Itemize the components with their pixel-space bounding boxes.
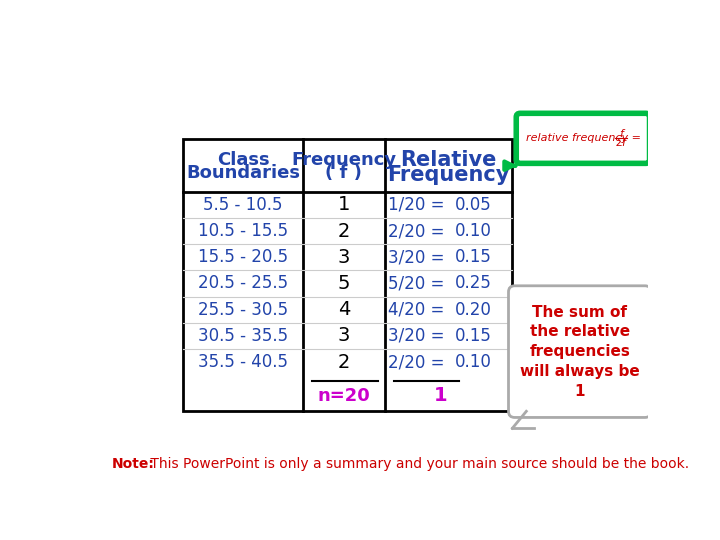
Text: 20.5 - 25.5: 20.5 - 25.5 bbox=[198, 274, 288, 293]
Text: n=20: n=20 bbox=[318, 387, 370, 405]
Text: 4: 4 bbox=[338, 300, 350, 319]
FancyBboxPatch shape bbox=[516, 113, 649, 164]
Text: Relative: Relative bbox=[400, 150, 497, 170]
Text: 5/20 =: 5/20 = bbox=[388, 274, 444, 293]
Text: 2: 2 bbox=[338, 221, 350, 241]
Text: The sum of
the relative
frequencies
will always be
1: The sum of the relative frequencies will… bbox=[520, 305, 639, 399]
Text: 0.05: 0.05 bbox=[454, 196, 491, 214]
Text: Note:: Note: bbox=[112, 457, 155, 471]
Text: Σf: Σf bbox=[616, 138, 626, 148]
Text: 30.5 - 35.5: 30.5 - 35.5 bbox=[198, 327, 288, 345]
Bar bbox=[183, 139, 513, 410]
Text: 1/20 =: 1/20 = bbox=[388, 196, 444, 214]
Text: 15.5 - 20.5: 15.5 - 20.5 bbox=[198, 248, 288, 266]
Text: This PowerPoint is only a summary and your main source should be the book.: This PowerPoint is only a summary and yo… bbox=[145, 457, 689, 471]
Text: 3/20 =: 3/20 = bbox=[388, 248, 444, 266]
Text: relative frequency =: relative frequency = bbox=[526, 133, 645, 143]
Text: 0.10: 0.10 bbox=[454, 353, 492, 371]
Text: 0.15: 0.15 bbox=[454, 248, 492, 266]
Text: 4/20 =: 4/20 = bbox=[388, 301, 444, 319]
Text: 0.10: 0.10 bbox=[454, 222, 492, 240]
Text: 10.5 - 15.5: 10.5 - 15.5 bbox=[198, 222, 288, 240]
Text: 1: 1 bbox=[434, 387, 448, 406]
Text: 35.5 - 40.5: 35.5 - 40.5 bbox=[198, 353, 288, 371]
Text: Class: Class bbox=[217, 151, 269, 168]
Text: 1: 1 bbox=[338, 195, 350, 214]
FancyBboxPatch shape bbox=[508, 286, 651, 417]
Text: Boundaries: Boundaries bbox=[186, 164, 300, 183]
Text: Frequency: Frequency bbox=[387, 165, 510, 185]
Text: 3: 3 bbox=[338, 248, 350, 267]
Text: 2: 2 bbox=[338, 353, 350, 372]
Text: Frequency: Frequency bbox=[292, 151, 397, 168]
Text: 0.25: 0.25 bbox=[454, 274, 492, 293]
Text: 2/20 =: 2/20 = bbox=[388, 353, 444, 371]
Text: 3/20 =: 3/20 = bbox=[388, 327, 444, 345]
Text: 5: 5 bbox=[338, 274, 350, 293]
Text: 0.15: 0.15 bbox=[454, 327, 492, 345]
Text: 2/20 =: 2/20 = bbox=[388, 222, 444, 240]
Text: ( f ): ( f ) bbox=[325, 164, 362, 183]
Text: 0.20: 0.20 bbox=[454, 301, 492, 319]
Text: 5.5 - 10.5: 5.5 - 10.5 bbox=[203, 196, 283, 214]
Text: f: f bbox=[619, 130, 623, 139]
Text: 3: 3 bbox=[338, 326, 350, 346]
Text: 25.5 - 30.5: 25.5 - 30.5 bbox=[198, 301, 288, 319]
